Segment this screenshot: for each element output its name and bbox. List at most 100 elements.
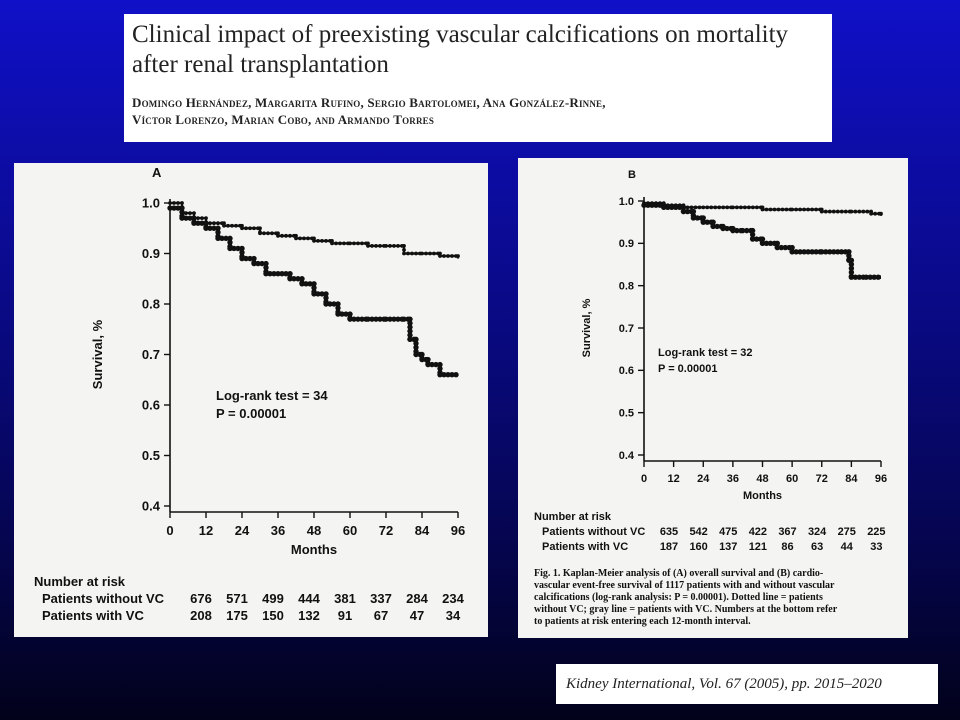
series-point xyxy=(669,204,675,211)
risk-value: 475 xyxy=(719,526,737,538)
series-point xyxy=(360,241,364,246)
risk-value: 571 xyxy=(226,591,248,606)
series-point xyxy=(700,219,706,225)
series-point xyxy=(392,244,396,248)
series-point xyxy=(235,245,241,252)
series-point xyxy=(797,249,803,255)
series-point xyxy=(294,236,298,241)
series-point xyxy=(369,316,375,322)
series-point xyxy=(724,225,730,232)
y-tick-label: 0.5 xyxy=(142,448,160,463)
series-point xyxy=(742,205,747,210)
series-point xyxy=(266,231,270,236)
series-point xyxy=(805,249,811,255)
series-point xyxy=(192,211,196,215)
series-point xyxy=(407,336,413,343)
risk-value: 635 xyxy=(660,526,678,538)
series-point xyxy=(211,225,217,231)
risk-value: 324 xyxy=(808,526,827,538)
risk-row-label: Patients with VC xyxy=(42,608,144,623)
x-axis-label: Months xyxy=(743,490,782,502)
series-point xyxy=(784,207,789,212)
y-tick-label: 0.4 xyxy=(619,450,635,462)
y-tick-label: 0.5 xyxy=(619,408,634,420)
series-point xyxy=(391,316,397,322)
risk-value: 381 xyxy=(334,591,356,606)
series-point xyxy=(835,209,840,214)
series-point xyxy=(789,249,795,255)
risk-row-label: Patients without VC xyxy=(42,591,165,606)
series-point xyxy=(853,209,858,214)
series-point xyxy=(199,220,205,226)
series-point xyxy=(176,201,180,205)
y-tick-label: 0.9 xyxy=(619,238,634,250)
risk-value: 160 xyxy=(689,541,707,553)
series-point xyxy=(323,301,329,307)
series-point xyxy=(212,221,216,226)
series-point xyxy=(168,201,172,205)
series-point xyxy=(774,244,781,251)
x-tick-label: 24 xyxy=(697,473,710,485)
series-point xyxy=(768,207,773,212)
series-point xyxy=(231,245,237,252)
series-point xyxy=(184,211,188,215)
x-tick-label: 12 xyxy=(668,473,680,485)
series-point xyxy=(780,207,785,212)
series-point xyxy=(813,249,819,255)
risk-value: 175 xyxy=(226,608,248,623)
series-point xyxy=(302,236,306,241)
risk-value: 91 xyxy=(338,608,352,623)
series-point xyxy=(402,248,406,252)
series-point xyxy=(402,251,406,256)
series-point xyxy=(419,356,425,363)
series-point xyxy=(276,233,280,238)
series-point xyxy=(279,271,285,277)
series-point xyxy=(227,235,233,242)
series-point xyxy=(323,291,329,297)
series-point xyxy=(801,249,807,255)
risk-table-title: Number at risk xyxy=(534,511,612,523)
series-point xyxy=(437,365,443,372)
series-point xyxy=(271,271,277,277)
series-point xyxy=(680,208,687,215)
series-point xyxy=(287,276,293,282)
series-point xyxy=(383,316,389,322)
risk-value: 187 xyxy=(660,541,678,553)
series-point xyxy=(208,221,212,226)
series-point xyxy=(848,261,855,267)
series-point xyxy=(384,244,388,248)
series-point xyxy=(848,274,855,280)
risk-value: 542 xyxy=(689,526,707,538)
risk-value: 444 xyxy=(298,591,320,606)
series-point xyxy=(204,216,208,221)
series-point xyxy=(734,205,739,210)
series-point xyxy=(690,208,697,215)
series-point xyxy=(298,236,302,241)
series-point xyxy=(347,311,353,317)
paper-authors: Domingo Hernández, Margarita Rufino, Ser… xyxy=(132,94,828,128)
series-point xyxy=(704,219,710,225)
series-point xyxy=(287,271,293,277)
series-point xyxy=(760,207,765,212)
series-point xyxy=(248,226,252,231)
series-point xyxy=(306,236,310,241)
series-point xyxy=(410,251,414,256)
series-point xyxy=(263,264,269,271)
series-point xyxy=(299,276,305,282)
series-point xyxy=(215,229,221,235)
series-point xyxy=(234,223,238,228)
series-point xyxy=(714,223,720,230)
series-point xyxy=(311,281,317,287)
series-point xyxy=(377,316,383,322)
series-point xyxy=(425,361,431,368)
series-point xyxy=(191,215,197,221)
series-point xyxy=(869,211,874,216)
series-point xyxy=(445,372,451,378)
series-point xyxy=(738,205,743,210)
series-point xyxy=(759,240,766,247)
citation-text: Kidney International, Vol. 67 (2005), pp… xyxy=(566,675,882,692)
series-point xyxy=(395,316,401,322)
series-point xyxy=(814,207,819,212)
series-point xyxy=(428,251,432,256)
series-point xyxy=(754,205,759,210)
